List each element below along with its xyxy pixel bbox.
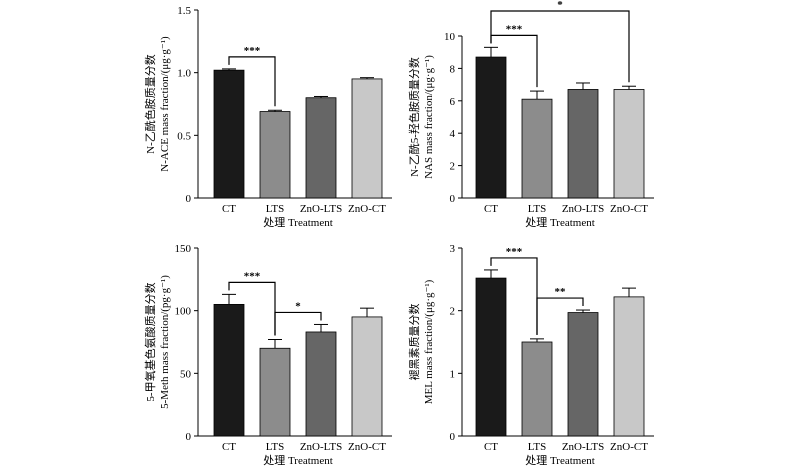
y-axis-title-en: MEL mass fraction/(μg·g⁻¹) bbox=[423, 279, 435, 404]
y-axis-title-cn: 5-甲氧基色氨酸质量分数 bbox=[143, 282, 157, 401]
x-axis-title: 处理 Treatment bbox=[525, 216, 595, 229]
bar-lts bbox=[521, 341, 553, 437]
y-tick-label: 0 bbox=[186, 193, 192, 205]
significance-label: *** bbox=[506, 246, 523, 258]
bar-lts bbox=[259, 347, 291, 437]
y-tick-label: 1.0 bbox=[177, 68, 191, 80]
x-axis-title: 处理 Treatment bbox=[263, 454, 333, 467]
category-label: CT bbox=[484, 203, 498, 215]
bar-zno-ct bbox=[351, 316, 383, 437]
chart-panel-3: 0 50 100 150 CT LTS ZnO-LTS ZnO-CT 处理 Treatment 5… bbox=[143, 243, 392, 467]
bar-lts bbox=[259, 111, 291, 199]
y-tick-label: 8 bbox=[450, 63, 456, 75]
y-tick-label: 0 bbox=[450, 431, 456, 443]
y-axis-title-en: N-ACE mass fraction/(μg·g⁻¹) bbox=[159, 36, 171, 172]
chart-panel-2: 0 2 4 6 8 10 CT LTS ZnO-LTS ZnO-CT 处理 Treatment N-乙… bbox=[407, 0, 654, 229]
y-tick-label: 100 bbox=[175, 306, 192, 318]
category-label: ZnO-LTS bbox=[300, 203, 342, 215]
y-tick-label: 2 bbox=[450, 161, 456, 173]
significance-bracket bbox=[228, 56, 276, 107]
category-label: LTS bbox=[266, 203, 285, 215]
category-label: ZnO-CT bbox=[348, 441, 386, 453]
y-tick-label: 3 bbox=[450, 243, 456, 255]
bar-ct bbox=[475, 56, 507, 199]
y-axis-title-cn: 褪黑素质量分数 bbox=[407, 304, 421, 381]
category-label: ZnO-CT bbox=[610, 441, 648, 453]
bar-zno-lts bbox=[305, 331, 337, 437]
chart-panel-1: 0 0.5 1.0 1.5 CT LTS ZnO-LTS ZnO-CT 处理 Treatment… bbox=[143, 5, 392, 229]
bar-zno-lts bbox=[567, 312, 599, 437]
y-tick-label: 150 bbox=[175, 243, 192, 255]
y-axis-title-en: NAS mass fraction/(μg·g⁻¹) bbox=[423, 55, 435, 179]
category-label: ZnO-CT bbox=[348, 203, 386, 215]
bar-lts bbox=[521, 98, 553, 199]
significance-label: *** bbox=[244, 45, 261, 57]
significance-bracket bbox=[490, 257, 538, 335]
category-label: ZnO-CT bbox=[610, 203, 648, 215]
bar-zno-ct bbox=[613, 296, 645, 437]
y-tick-label: 4 bbox=[450, 128, 456, 140]
bar-ct bbox=[213, 69, 245, 199]
bar-ct bbox=[213, 303, 245, 437]
y-axis-title-cn: N-乙酰色胺质量分数 bbox=[143, 54, 157, 154]
category-label: ZnO-LTS bbox=[562, 203, 604, 215]
bar-zno-ct bbox=[351, 78, 383, 199]
significance-bracket bbox=[274, 311, 322, 336]
significance-label: *** bbox=[244, 270, 261, 282]
category-label: CT bbox=[222, 203, 236, 215]
category-label: CT bbox=[484, 441, 498, 453]
bar-zno-lts bbox=[305, 97, 337, 199]
significance-bracket bbox=[490, 10, 630, 83]
y-tick-label: 0 bbox=[450, 193, 456, 205]
significance-label: ** bbox=[555, 286, 567, 298]
category-label: LTS bbox=[528, 441, 547, 453]
significance-label: * bbox=[557, 0, 563, 11]
x-axis-title: 处理 Treatment bbox=[525, 454, 595, 467]
category-label: ZnO-LTS bbox=[562, 441, 604, 453]
y-tick-label: 0.5 bbox=[177, 130, 191, 142]
y-axis-title-en: 5-Meth mass fraction/(pg·g⁻¹) bbox=[159, 275, 171, 409]
bar-zno-lts bbox=[567, 89, 599, 199]
y-tick-label: 6 bbox=[450, 96, 456, 108]
y-tick-label: 10 bbox=[444, 31, 456, 43]
y-axis-title-cn: N-乙酰5-羟色胺质量分数 bbox=[407, 57, 421, 177]
category-label: CT bbox=[222, 441, 236, 453]
y-tick-label: 1 bbox=[450, 368, 456, 380]
bar-ct bbox=[475, 277, 507, 437]
y-tick-label: 2 bbox=[450, 306, 456, 318]
y-tick-label: 50 bbox=[180, 368, 192, 380]
significance-bracket bbox=[536, 297, 584, 335]
chart-panel-4: 0 1 2 3 CT LTS ZnO-LTS ZnO-CT 处理 Treatment 褪黑素质量分… bbox=[407, 243, 654, 467]
x-axis-title: 处理 Treatment bbox=[263, 216, 333, 229]
category-label: ZnO-LTS bbox=[300, 441, 342, 453]
significance-label: * bbox=[295, 300, 301, 312]
category-label: LTS bbox=[528, 203, 547, 215]
significance-bracket bbox=[228, 281, 276, 336]
y-tick-label: 1.5 bbox=[177, 5, 191, 17]
y-tick-label: 0 bbox=[186, 431, 192, 443]
category-label: LTS bbox=[266, 441, 285, 453]
bar-zno-ct bbox=[613, 89, 645, 199]
significance-label: *** bbox=[506, 23, 523, 35]
